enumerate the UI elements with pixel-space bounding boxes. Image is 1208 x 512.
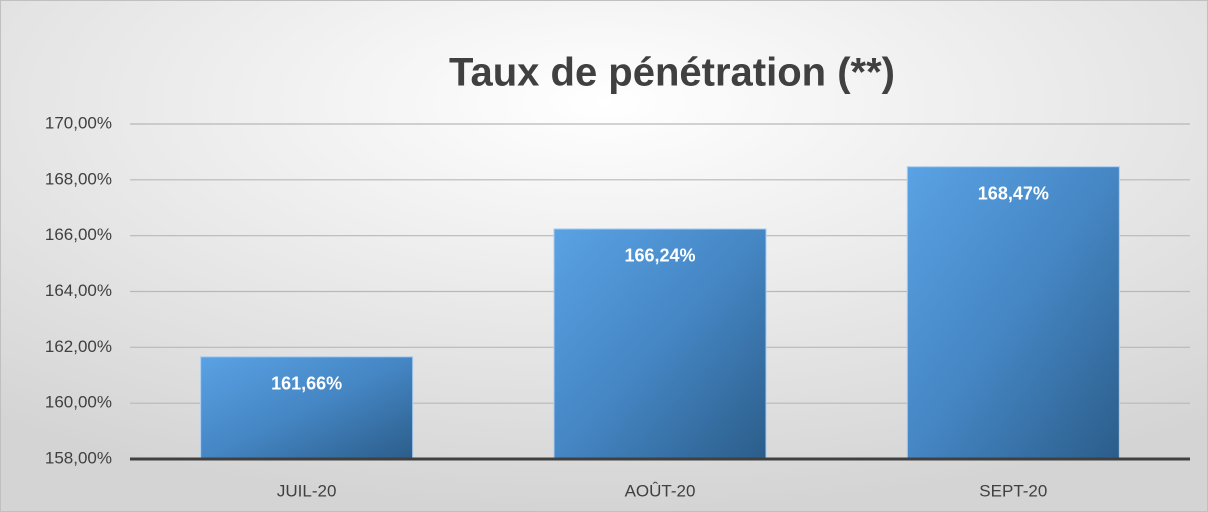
value-label: 161,66% xyxy=(271,374,342,394)
y-tick-label: 170,00% xyxy=(45,113,112,132)
x-tick-label: SEPT-20 xyxy=(979,481,1047,500)
bar xyxy=(200,356,414,460)
value-label: 168,47% xyxy=(978,183,1049,203)
y-tick-label: 166,00% xyxy=(45,225,112,244)
bar xyxy=(906,166,1120,460)
x-tick-label: JUIL-20 xyxy=(277,481,337,500)
value-label: 166,24% xyxy=(624,246,695,266)
y-tick-label: 158,00% xyxy=(45,448,112,467)
x-tick-label: AOÛT-20 xyxy=(625,481,696,500)
chart-title: Taux de pénétration (**) xyxy=(449,51,895,95)
bar xyxy=(553,228,767,460)
y-tick-label: 162,00% xyxy=(45,337,112,356)
y-tick-label: 164,00% xyxy=(45,281,112,300)
y-tick-label: 168,00% xyxy=(45,169,112,188)
y-tick-label: 160,00% xyxy=(45,393,112,412)
